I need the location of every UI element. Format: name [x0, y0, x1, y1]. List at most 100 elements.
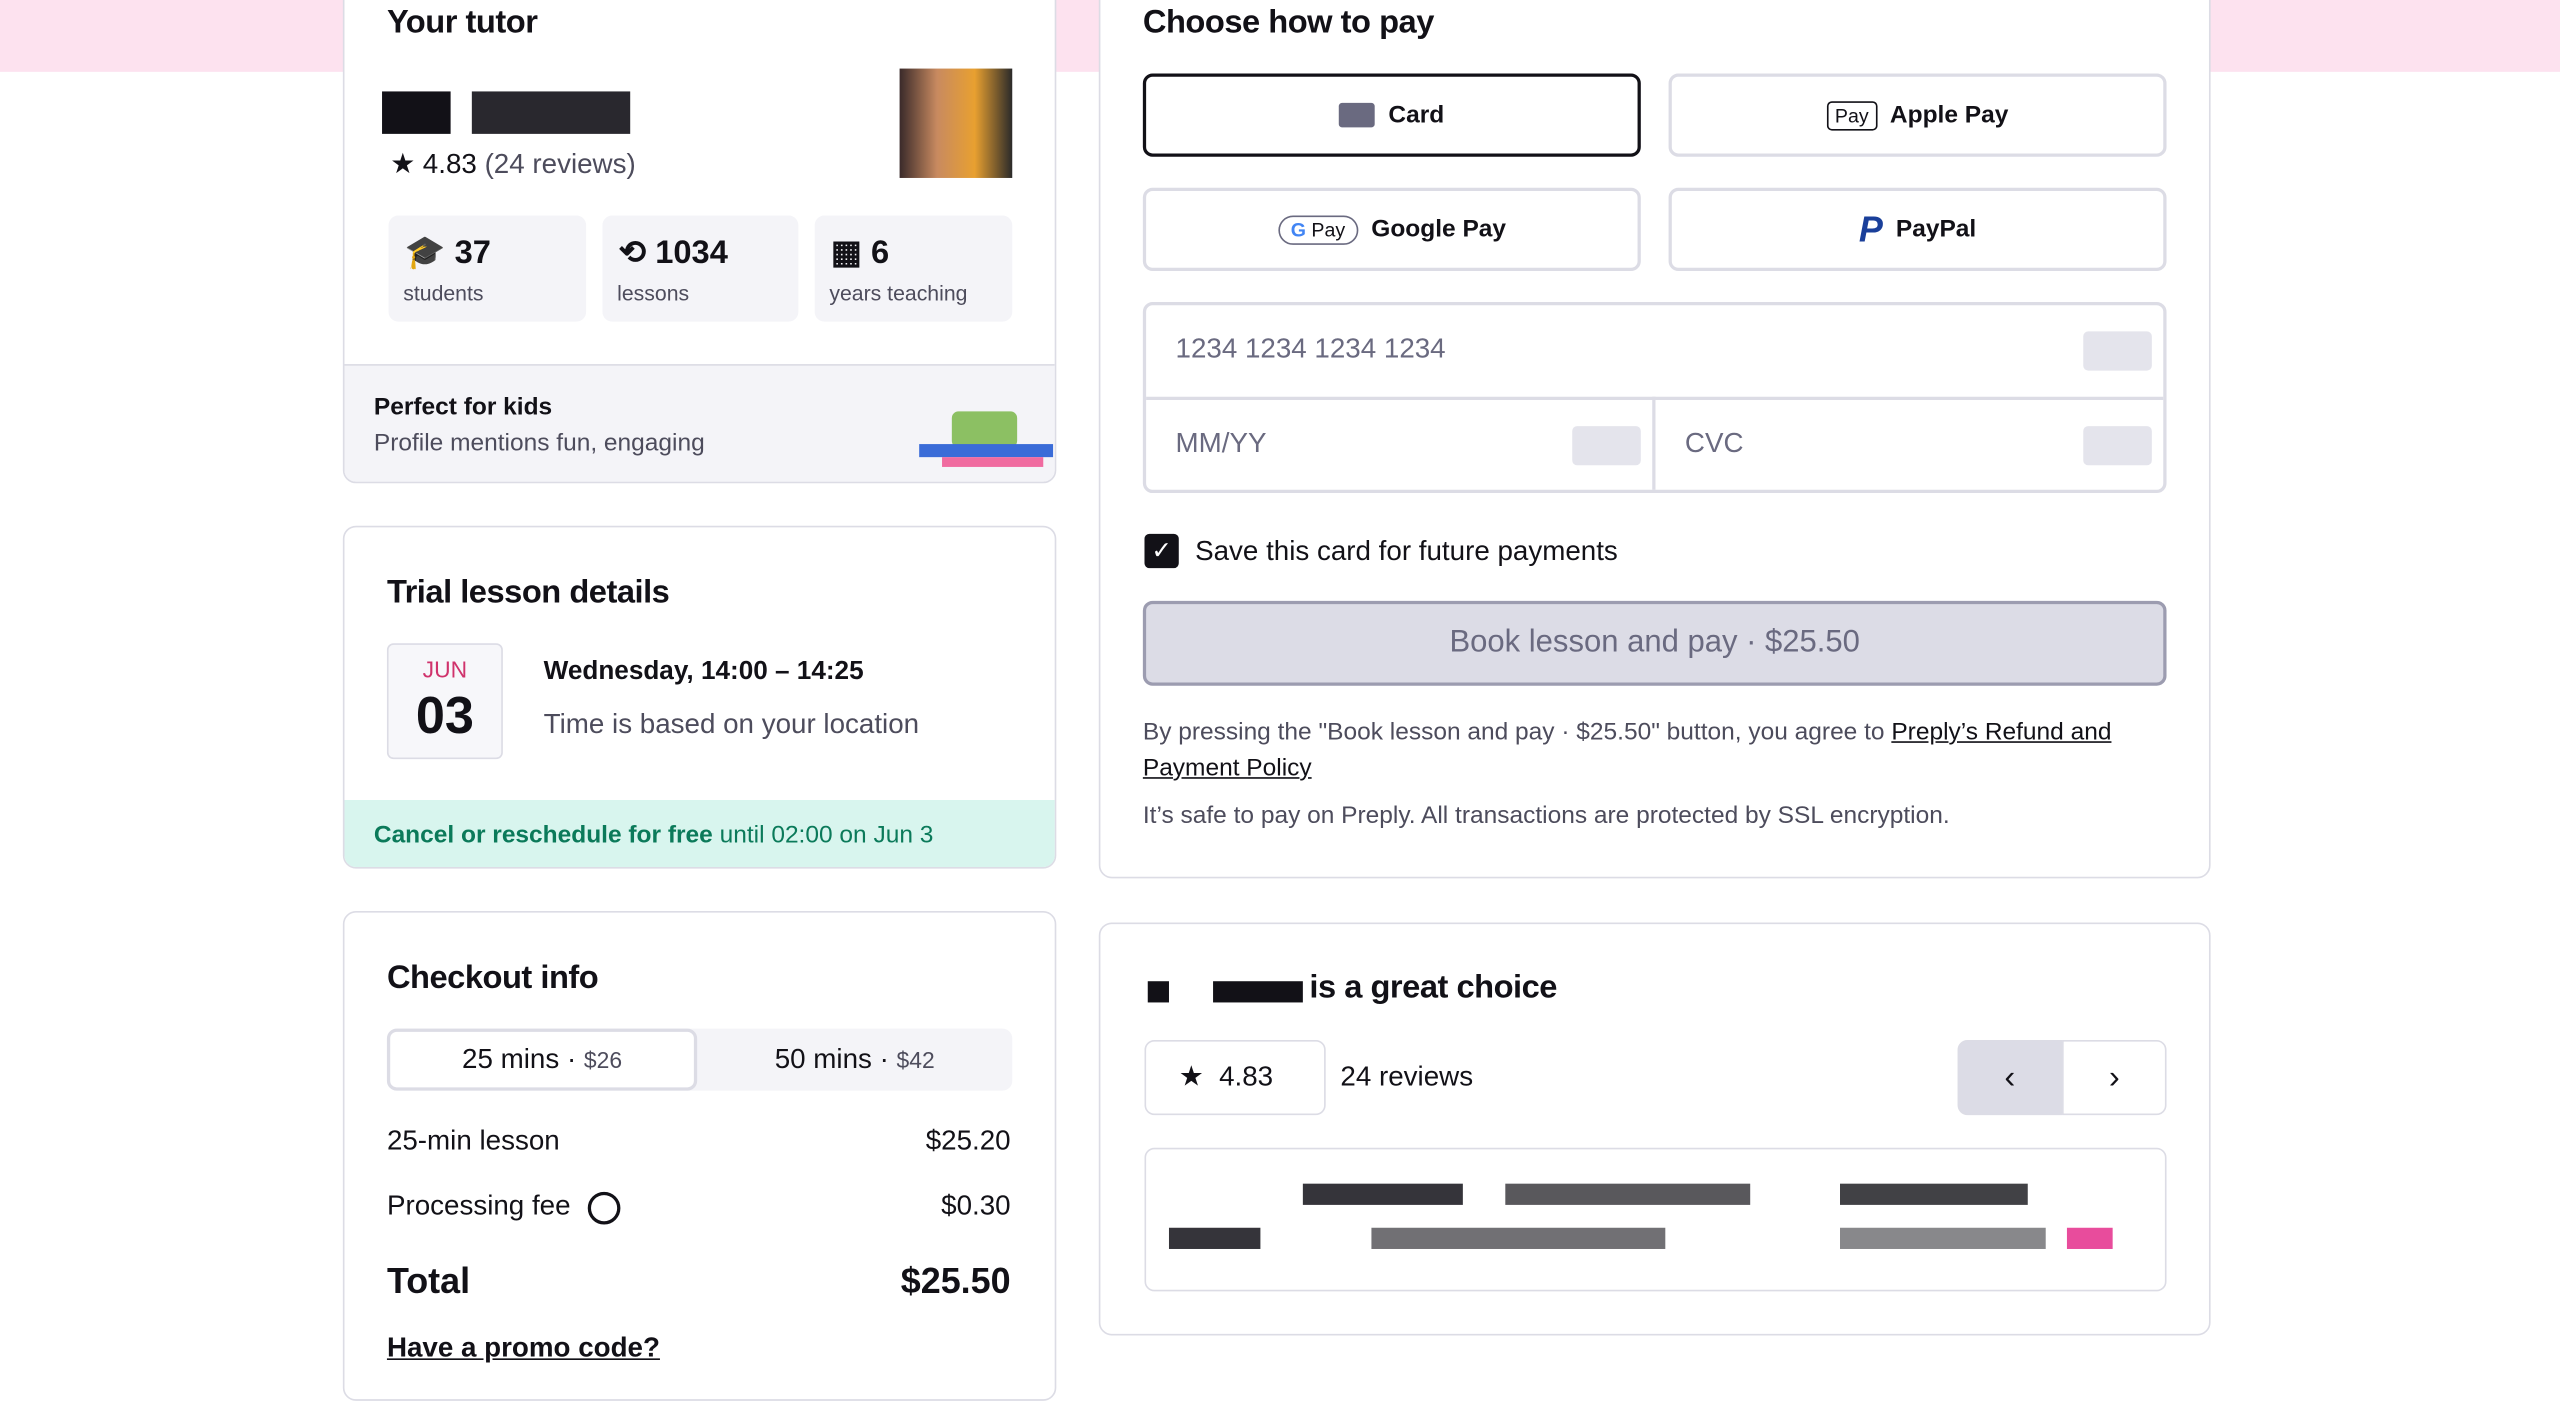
- decoration: [1652, 396, 1656, 490]
- decoration: [1302, 1183, 1463, 1205]
- reviews: (24 reviews): [484, 148, 636, 180]
- icon: Pay: [1826, 100, 1877, 130]
- review: [1144, 1147, 2167, 1292]
- promo-link[interactable]: Have a promo code?: [386, 1332, 660, 1364]
- decoration: [382, 91, 451, 134]
- option-label: 25 mins: [462, 1043, 560, 1075]
- checkout-card: Checkout info 25 mins · $26 50 mins · $4…: [342, 911, 1057, 1401]
- decoration: [1168, 1227, 1261, 1249]
- badge-title: Perfect for kids: [373, 393, 553, 422]
- method-name: Apple Pay: [1889, 101, 2009, 129]
- day: 03: [415, 685, 474, 745]
- rating: ★ 4.83 (24 reviews): [390, 148, 636, 180]
- decoration: [2083, 426, 2152, 466]
- decoration: [2066, 1227, 2113, 1249]
- stat: ▦ 6 years teaching: [814, 215, 1013, 322]
- month: JUN: [422, 656, 468, 683]
- total-label: Total: [386, 1260, 471, 1302]
- method-name: Google Pay: [1371, 215, 1507, 244]
- method-name: Card: [1388, 101, 1445, 129]
- policy-link[interactable]: Preply’s Refund and Payment Policy: [1142, 718, 2112, 783]
- time: Wednesday, 14:00 – 14:25: [543, 657, 864, 686]
- method-card[interactable]: Card: [1142, 73, 1641, 157]
- heading: Trial lesson details: [386, 574, 670, 611]
- trial-card: Trial lesson details JUN 03 Wednesday, 1…: [342, 525, 1057, 869]
- decoration: [1339, 102, 1376, 128]
- line-amount: $25.20: [925, 1124, 1011, 1156]
- option[interactable]: 50 mins · $42: [774, 1043, 935, 1075]
- total-amount: $25.50: [900, 1260, 1011, 1302]
- decoration: [471, 91, 631, 134]
- stat-value: 1034: [655, 235, 728, 272]
- decoration: [1839, 1227, 2046, 1249]
- checkbox[interactable]: ✓: [1144, 533, 1179, 569]
- method-apple[interactable]: Pay Apple Pay: [1668, 73, 2167, 157]
- option-price: $42: [896, 1046, 935, 1073]
- option-label: 50 mins: [774, 1043, 872, 1075]
- stat-label: years teaching: [829, 280, 968, 306]
- stat: 🎓 37 students: [388, 215, 587, 322]
- method-name: PayPal: [1895, 215, 1977, 244]
- icon-text: Pay: [1311, 217, 1346, 241]
- heading: Checkout info: [386, 959, 599, 996]
- decoration: ▦ 6: [831, 235, 890, 272]
- card-number[interactable]: 1234 1234 1234 1234: [1175, 333, 1446, 365]
- stat-label: lessons: [617, 280, 690, 306]
- method-paypal[interactable]: P PayPal: [1668, 187, 2167, 272]
- badge-text: Profile mentions fun, engaging: [373, 429, 705, 458]
- terms: By pressing the "Book lesson and pay · $…: [1143, 715, 2155, 787]
- stat-value: 6: [870, 235, 890, 272]
- avatar: [899, 68, 1013, 178]
- decoration: [2083, 331, 2152, 371]
- prev-button[interactable]: ‹: [1957, 1040, 2063, 1116]
- duration-toggle: 25 mins · $26 50 mins · $42: [386, 1028, 1013, 1091]
- heading: Your tutor: [386, 4, 538, 41]
- method-google[interactable]: G Pay Google Pay: [1142, 187, 1641, 272]
- date-box: JUN 03: [386, 643, 503, 760]
- note: Time is based on your location: [543, 708, 920, 740]
- option-price: $26: [583, 1046, 623, 1073]
- line-label: Processing fee: [386, 1190, 621, 1224]
- decoration: [1839, 1183, 2028, 1205]
- decoration: [588, 1191, 621, 1224]
- decoration: [1505, 1183, 1751, 1205]
- cvc[interactable]: CVC: [1684, 427, 1744, 459]
- card-form: 1234 1234 1234 1234 MM/YY CVC: [1142, 302, 2167, 494]
- cancel-rest: until 02:00 on Jun 3: [719, 821, 934, 849]
- decoration: G: [1290, 217, 1306, 241]
- stat-value: 37: [454, 235, 491, 272]
- icon-text: Pay: [1834, 103, 1869, 127]
- stat: ⟲ 1034 lessons: [602, 215, 799, 322]
- decoration: ⟲ 1034: [618, 235, 728, 272]
- decoration: 🎓 37: [404, 235, 491, 272]
- decoration: [1213, 981, 1303, 1003]
- expiry[interactable]: MM/YY: [1175, 427, 1267, 459]
- next-button[interactable]: ›: [2062, 1040, 2167, 1116]
- badge: Perfect for kids Profile mentions fun, e…: [344, 364, 1055, 482]
- choice-card: is a great choice ★ 4.83 24 reviews ‹ ›: [1098, 922, 2211, 1336]
- payment-card: Choose how to pay Card Pay Apple Pay G Pa…: [1098, 0, 2211, 879]
- icon: G Pay: [1277, 214, 1359, 245]
- option[interactable]: 25 mins · $26: [386, 1028, 698, 1091]
- decoration: [919, 444, 1054, 458]
- cancel-note: Cancel or reschedule for free until 02:0…: [344, 799, 1055, 867]
- reviews: 24 reviews: [1340, 1061, 1474, 1093]
- terms-text: By pressing the "Book lesson and pay · $…: [1142, 718, 1885, 747]
- line-label: 25-min lesson: [386, 1124, 560, 1156]
- heading: is a great choice: [1309, 969, 1557, 1006]
- rating-box: ★ 4.83: [1144, 1040, 1326, 1116]
- heading: Choose how to pay: [1142, 4, 1435, 41]
- line-label-text: Processing fee: [386, 1190, 571, 1222]
- decoration: [942, 457, 1044, 467]
- line-amount: $0.30: [941, 1190, 1011, 1222]
- rating-value: 4.83: [422, 148, 477, 180]
- decoration: [1147, 981, 1169, 1003]
- decoration: P: [1858, 208, 1883, 249]
- decoration: [951, 411, 1018, 448]
- decoration: [1371, 1227, 1666, 1249]
- decoration: [1572, 426, 1641, 466]
- rating-value: 4.83: [1219, 1061, 1274, 1093]
- pay-button[interactable]: Book lesson and pay · $25.50: [1142, 600, 2167, 686]
- save-label: Save this card for future payments: [1195, 535, 1618, 567]
